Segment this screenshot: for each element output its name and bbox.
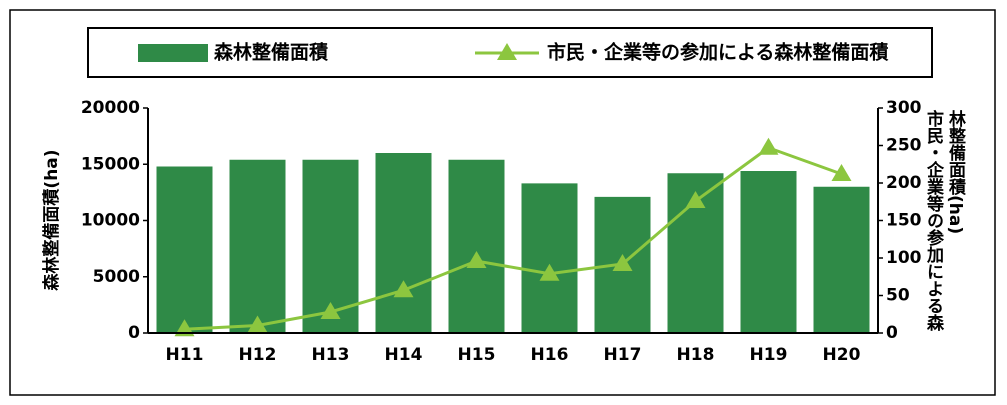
legend-label: 市民・企業等の参加による森林整備面積 [547,41,888,64]
marker [466,251,487,268]
y-tick-label: 5000 [93,267,140,287]
y-tick-label: 10000 [81,211,140,231]
x-tick-label: H15 [458,345,496,365]
bar [229,159,286,333]
marker [831,164,852,181]
marker [539,263,560,281]
y2-tick-label: 100 [886,248,922,268]
y2-tick-label: 250 [886,136,922,156]
y2-axis-title: 市民・企業等の参加による森林整備面積(ha) [923,110,965,331]
x-tick-label: H14 [385,345,423,365]
legend-swatch [138,44,208,62]
x-tick-label: H12 [239,345,277,365]
y-tick-label: 15000 [81,154,140,174]
y2-tick-label: 0 [886,323,898,343]
legend-label: 森林整備面積 [214,41,328,64]
marker [320,302,341,319]
x-tick-label: H20 [823,345,861,365]
x-tick-label: H19 [750,345,788,365]
x-tick-label: H13 [312,345,350,365]
marker [685,191,706,208]
marker [393,280,414,298]
y-axis-title: 森林整備面積(ha) [41,149,62,290]
marker [612,254,633,271]
y2-tick-label: 150 [886,211,922,231]
legend-marker [497,43,517,60]
x-tick-label: H11 [166,345,204,365]
bar [375,153,432,333]
y2-tick-label: 50 [886,286,910,306]
bar [813,186,870,333]
line [184,146,843,331]
marker [758,137,779,155]
legend-box [87,27,933,78]
marker [247,315,268,333]
y-tick-label: 20000 [81,98,140,118]
bar [740,171,797,333]
x-tick-label: H16 [531,345,569,365]
bar [521,183,578,333]
bar [156,166,213,333]
y2-tick-label: 200 [886,173,922,193]
y2-tick-label: 300 [886,98,922,118]
bar [448,159,505,333]
x-tick-label: H18 [677,345,715,365]
y-tick-label: 0 [128,323,140,343]
x-tick-label: H17 [604,345,642,365]
frame [9,9,996,396]
